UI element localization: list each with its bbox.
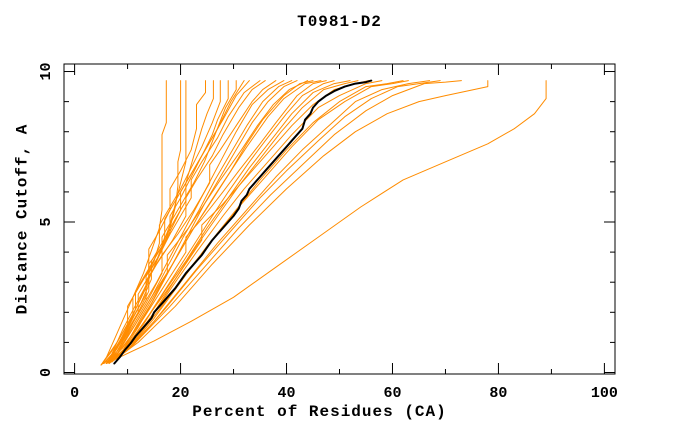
model-curve	[108, 80, 404, 364]
x-tick-label: 60	[383, 385, 401, 402]
model-curve	[111, 80, 409, 363]
plot-title: T0981-D2	[297, 13, 382, 31]
x-tick-label: 100	[591, 385, 618, 402]
highlighted-model-curve	[113, 79, 373, 365]
model-curve	[108, 80, 359, 364]
model-curve	[105, 80, 327, 364]
model-curve	[103, 80, 261, 364]
model-curve	[100, 80, 245, 366]
model-curve	[111, 80, 441, 363]
model-curve	[100, 80, 285, 366]
y-tick-label: 10	[38, 63, 55, 81]
x-tick-label: 40	[278, 385, 296, 402]
x-axis-label: Percent of Residues (CA)	[192, 403, 447, 421]
model-curve	[105, 80, 229, 364]
model-curve	[105, 80, 309, 364]
y-axis-label-wrap: Distance Cutoff, A	[6, 44, 38, 394]
model-curve	[105, 80, 547, 364]
x-tick-label: 0	[70, 385, 79, 402]
y-tick-label: 0	[38, 368, 55, 377]
model-curve	[111, 80, 489, 363]
model-curve	[103, 80, 322, 364]
model-curve	[103, 80, 221, 364]
model-curve	[100, 80, 167, 366]
y-tick-label: 5	[38, 218, 55, 227]
y-axis-label: Distance Cutoff, A	[13, 123, 32, 315]
model-curve	[108, 80, 277, 364]
x-tick-label: 80	[489, 385, 507, 402]
model-curve	[108, 80, 462, 364]
x-tick-label: 20	[172, 385, 190, 402]
model-curve	[105, 80, 250, 364]
